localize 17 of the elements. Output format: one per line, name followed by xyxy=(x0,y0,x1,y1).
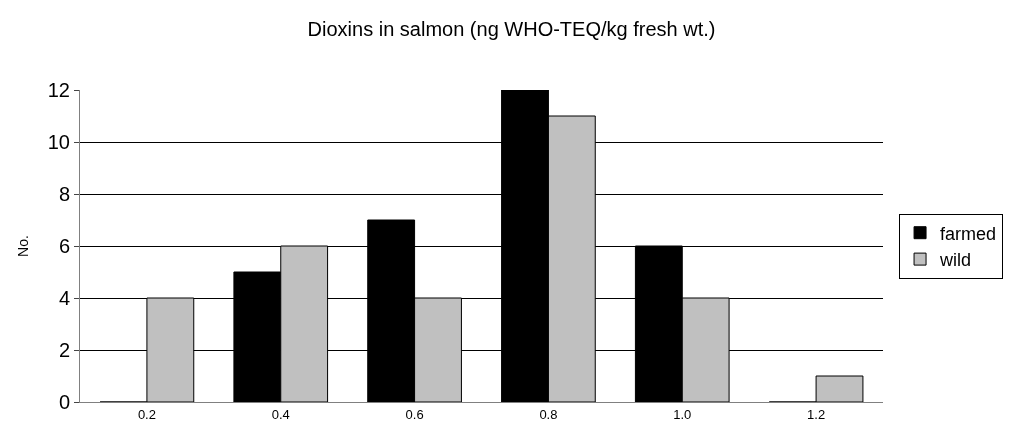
y-tick-label: 6 xyxy=(58,235,70,257)
x-tick-label: 0.2 xyxy=(137,406,156,422)
x-tick-label: 0.6 xyxy=(405,406,424,422)
legend-label: farmed xyxy=(940,223,997,244)
y-tick-label: 10 xyxy=(47,131,70,153)
y-tick-label: 12 xyxy=(47,79,70,101)
x-tick-label: 0.4 xyxy=(271,406,290,422)
y-tick-label: 2 xyxy=(58,339,70,361)
x-tick-label: 0.8 xyxy=(539,406,558,422)
y-tick-label: 0 xyxy=(58,391,70,413)
y-tick-label: 8 xyxy=(58,183,70,205)
x-tick-label: 1.0 xyxy=(673,406,692,422)
y-tick-label: 4 xyxy=(58,287,70,309)
legend-label: wild xyxy=(939,250,972,271)
x-tick-label: 1.2 xyxy=(807,406,826,422)
y-axis-title: No. xyxy=(15,235,32,257)
chart-title: Dioxins in salmon (ng WHO-TEQ/kg fresh wt.) xyxy=(307,18,716,41)
